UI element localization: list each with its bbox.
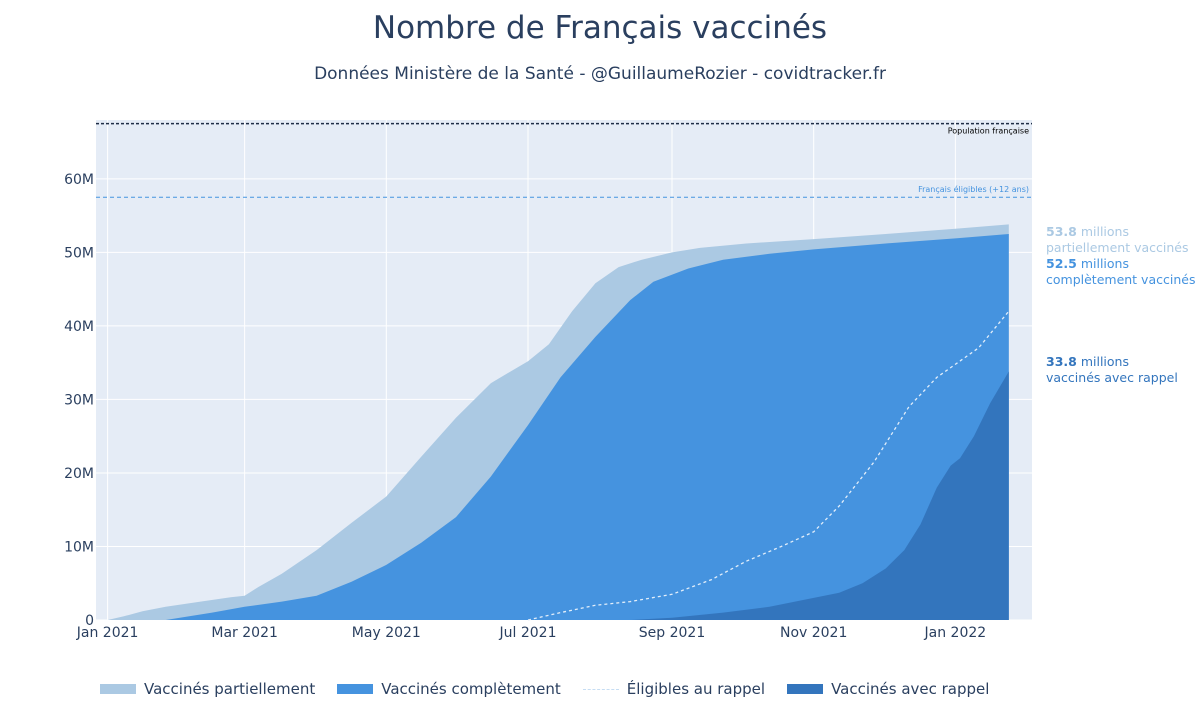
x-tick-label: Jan 2022 bbox=[924, 625, 987, 641]
area-complet bbox=[96, 234, 1009, 620]
annotation-unit: millions bbox=[1077, 256, 1129, 271]
x-tick-label: Nov 2021 bbox=[780, 625, 847, 641]
annotation-text: vaccinés avec rappel bbox=[1046, 370, 1178, 385]
legend-item-partiel[interactable]: Vaccinés partiellement bbox=[100, 680, 315, 698]
x-tick-label: Mar 2021 bbox=[211, 625, 278, 641]
y-tick-label: 10M bbox=[64, 539, 94, 555]
legend-label-partiel: Vaccinés partiellement bbox=[144, 680, 316, 698]
y-tick-label: 60M bbox=[64, 172, 94, 188]
annotation-unit: millions bbox=[1077, 224, 1129, 239]
chart-subtitle: Données Ministère de la Santé - @Guillau… bbox=[314, 64, 886, 84]
legend-swatch-rappel bbox=[787, 684, 824, 694]
annotation-unit: millions bbox=[1077, 354, 1129, 369]
y-tick-label: 20M bbox=[64, 466, 94, 482]
chart-title: Nombre de Français vaccinés bbox=[372, 10, 828, 46]
y-tick-label: 50M bbox=[64, 245, 94, 261]
legend-swatch-complet bbox=[337, 684, 374, 694]
line-eligibles-rappel bbox=[527, 310, 1010, 621]
chart-legend: Vaccinés partiellement Vaccinés complète… bbox=[100, 678, 1011, 700]
annotation-value-line: 53.8 millions bbox=[1046, 224, 1129, 239]
area-rappel bbox=[96, 371, 1009, 620]
annotation-value-line: 33.8 millions bbox=[1046, 354, 1129, 369]
x-tick-label: Jan 2021 bbox=[76, 625, 139, 641]
legend-item-complet[interactable]: Vaccinés complètement bbox=[337, 680, 561, 698]
eligible-label: Français éligibles (+12 ans) bbox=[918, 184, 1029, 194]
x-tick-label: May 2021 bbox=[352, 625, 421, 641]
legend-label-eligibles: Éligibles au rappel bbox=[626, 680, 766, 698]
annotation-value: 33.8 bbox=[1046, 354, 1077, 369]
legend-label-complet: Vaccinés complètement bbox=[381, 680, 561, 698]
legend-label-rappel: Vaccinés avec rappel bbox=[831, 680, 990, 698]
annotation-text: partiellement vaccinés bbox=[1046, 240, 1189, 255]
y-tick-label: 40M bbox=[64, 319, 94, 335]
y-tick-label: 0 bbox=[85, 613, 94, 629]
legend-swatch-partiel bbox=[100, 684, 136, 694]
legend-item-eligibles[interactable]: Éligibles au rappel bbox=[582, 680, 766, 698]
y-tick-label: 30M bbox=[64, 392, 94, 408]
x-tick-label: Jul 2021 bbox=[499, 625, 557, 641]
x-tick-label: Sep 2021 bbox=[639, 625, 705, 641]
annotation-text: complètement vaccinés bbox=[1046, 272, 1195, 287]
annotation-value: 52.5 bbox=[1046, 256, 1077, 271]
legend-item-rappel[interactable]: Vaccinés avec rappel bbox=[787, 680, 989, 698]
annotation-value-line: 52.5 millions bbox=[1046, 256, 1129, 271]
annotation-value: 53.8 bbox=[1046, 224, 1077, 239]
population-label: Population française bbox=[948, 127, 1029, 136]
legend-swatch-eligibles bbox=[582, 688, 619, 690]
